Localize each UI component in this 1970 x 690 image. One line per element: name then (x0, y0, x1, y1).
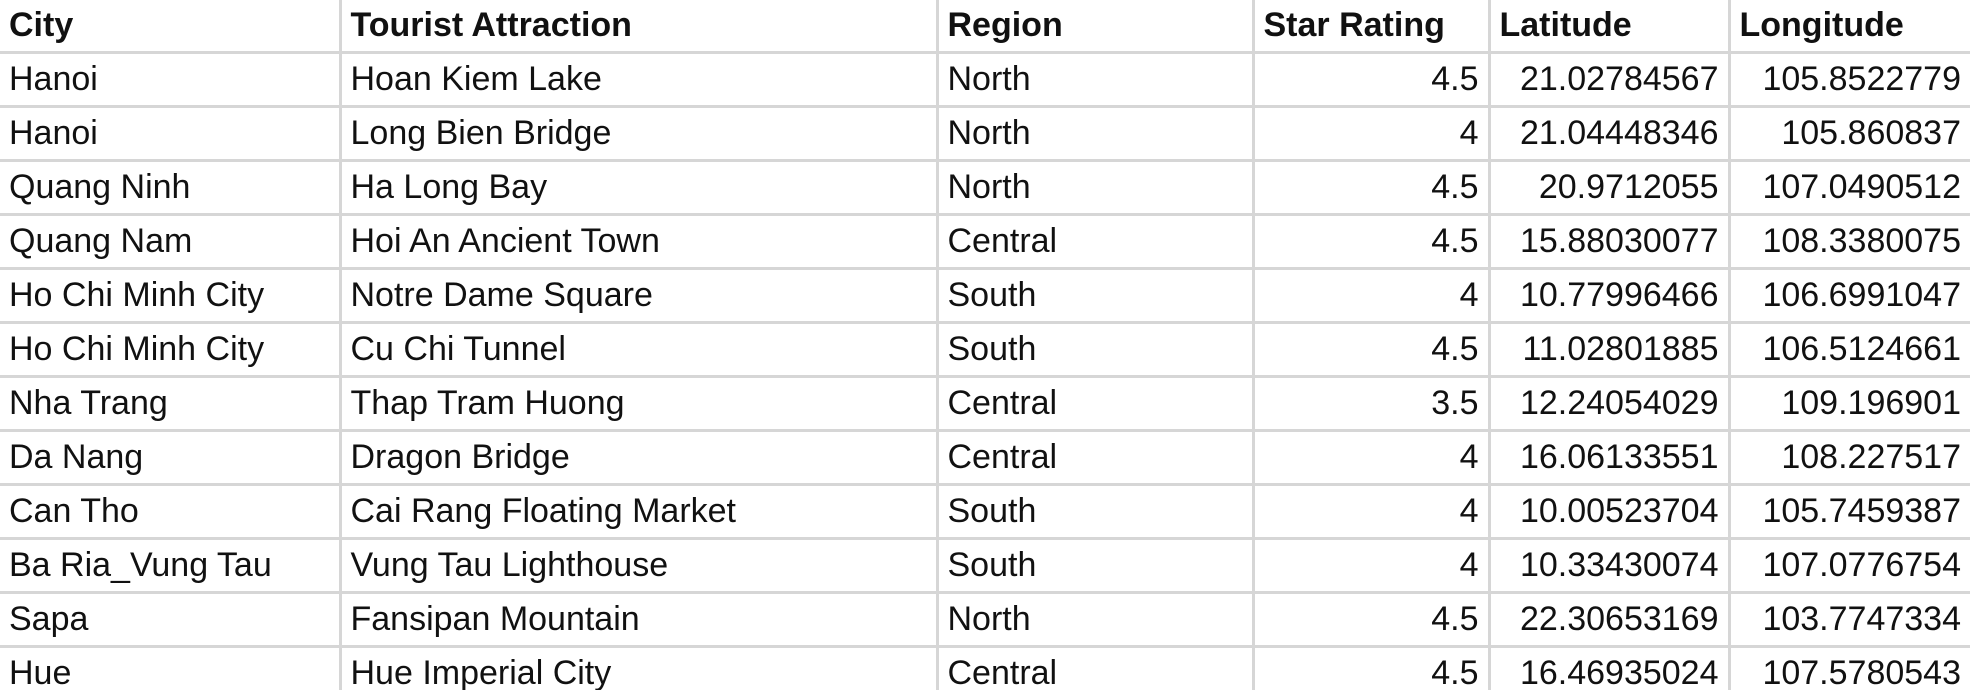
cell-region[interactable]: Central (937, 214, 1255, 270)
cell-tourist-attraction[interactable]: Thap Tram Huong (340, 376, 939, 432)
cell-tourist-attraction[interactable]: Dragon Bridge (340, 430, 939, 486)
cell-city[interactable]: Hanoi (0, 52, 342, 108)
table-row: Ba Ria_Vung Tau Vung Tau Lighthouse Sout… (0, 538, 1970, 594)
table-row: Nha Trang Thap Tram Huong Central 3.5 12… (0, 376, 1970, 432)
cell-tourist-attraction[interactable]: Ha Long Bay (340, 160, 939, 216)
header-cell-longitude[interactable]: Longitude (1729, 0, 1970, 54)
cell-region[interactable]: North (937, 160, 1255, 216)
header-cell-star-rating[interactable]: Star Rating (1253, 0, 1491, 54)
cell-latitude[interactable]: 16.06133551 (1489, 430, 1731, 486)
cell-longitude[interactable]: 107.5780543 (1729, 646, 1970, 690)
header-cell-city[interactable]: City (0, 0, 342, 54)
table-row: Quang Nam Hoi An Ancient Town Central 4.… (0, 214, 1970, 270)
cell-region[interactable]: South (937, 322, 1255, 378)
header-cell-latitude[interactable]: Latitude (1489, 0, 1731, 54)
cell-tourist-attraction[interactable]: Hoi An Ancient Town (340, 214, 939, 270)
cell-star-rating[interactable]: 4.5 (1253, 160, 1491, 216)
cell-longitude[interactable]: 108.227517 (1729, 430, 1970, 486)
cell-latitude[interactable]: 15.88030077 (1489, 214, 1731, 270)
cell-longitude[interactable]: 103.7747334 (1729, 592, 1970, 648)
cell-latitude[interactable]: 20.9712055 (1489, 160, 1731, 216)
cell-longitude[interactable]: 108.3380075 (1729, 214, 1970, 270)
cell-latitude[interactable]: 16.46935024 (1489, 646, 1731, 690)
table-row: Sapa Fansipan Mountain North 4.5 22.3065… (0, 592, 1970, 648)
table-row: Hanoi Hoan Kiem Lake North 4.5 21.027845… (0, 52, 1970, 108)
cell-city[interactable]: Quang Ninh (0, 160, 342, 216)
cell-star-rating[interactable]: 4.5 (1253, 592, 1491, 648)
cell-longitude[interactable]: 107.0490512 (1729, 160, 1970, 216)
cell-longitude[interactable]: 106.5124661 (1729, 322, 1970, 378)
header-cell-tourist-attraction[interactable]: Tourist Attraction (340, 0, 939, 54)
cell-longitude[interactable]: 107.0776754 (1729, 538, 1970, 594)
cell-region[interactable]: Central (937, 646, 1255, 690)
table-row: Hanoi Long Bien Bridge North 4 21.044483… (0, 106, 1970, 162)
cell-city[interactable]: Ho Chi Minh City (0, 322, 342, 378)
cell-tourist-attraction[interactable]: Hoan Kiem Lake (340, 52, 939, 108)
cell-tourist-attraction[interactable]: Notre Dame Square (340, 268, 939, 324)
table-row: Hue Hue Imperial City Central 4.5 16.469… (0, 646, 1970, 690)
cell-star-rating[interactable]: 4 (1253, 268, 1491, 324)
header-row: City Tourist Attraction Region Star Rati… (0, 0, 1970, 54)
cell-city[interactable]: Ba Ria_Vung Tau (0, 538, 342, 594)
cell-latitude[interactable]: 10.00523704 (1489, 484, 1731, 540)
cell-region[interactable]: North (937, 106, 1255, 162)
cell-city[interactable]: Sapa (0, 592, 342, 648)
cell-city[interactable]: Hanoi (0, 106, 342, 162)
cell-latitude[interactable]: 12.24054029 (1489, 376, 1731, 432)
cell-city[interactable]: Nha Trang (0, 376, 342, 432)
cell-tourist-attraction[interactable]: Cai Rang Floating Market (340, 484, 939, 540)
cell-tourist-attraction[interactable]: Vung Tau Lighthouse (340, 538, 939, 594)
cell-star-rating[interactable]: 4.5 (1253, 52, 1491, 108)
cell-region[interactable]: North (937, 52, 1255, 108)
cell-latitude[interactable]: 10.33430074 (1489, 538, 1731, 594)
cell-longitude[interactable]: 109.196901 (1729, 376, 1970, 432)
table-row: Can Tho Cai Rang Floating Market South 4… (0, 484, 1970, 540)
cell-city[interactable]: Can Tho (0, 484, 342, 540)
cell-city[interactable]: Da Nang (0, 430, 342, 486)
cell-city[interactable]: Hue (0, 646, 342, 690)
cell-star-rating[interactable]: 4.5 (1253, 214, 1491, 270)
table-row: Da Nang Dragon Bridge Central 4 16.06133… (0, 430, 1970, 486)
cell-longitude[interactable]: 106.6991047 (1729, 268, 1970, 324)
cell-tourist-attraction[interactable]: Hue Imperial City (340, 646, 939, 690)
cell-longitude[interactable]: 105.7459387 (1729, 484, 1970, 540)
table-row: Ho Chi Minh City Notre Dame Square South… (0, 268, 1970, 324)
header-cell-region[interactable]: Region (937, 0, 1255, 54)
cell-star-rating[interactable]: 4 (1253, 538, 1491, 594)
cell-latitude[interactable]: 10.77996466 (1489, 268, 1731, 324)
cell-region[interactable]: South (937, 484, 1255, 540)
cell-region[interactable]: Central (937, 430, 1255, 486)
cell-latitude[interactable]: 11.02801885 (1489, 322, 1731, 378)
cell-tourist-attraction[interactable]: Long Bien Bridge (340, 106, 939, 162)
cell-tourist-attraction[interactable]: Cu Chi Tunnel (340, 322, 939, 378)
cell-city[interactable]: Quang Nam (0, 214, 342, 270)
cell-star-rating[interactable]: 4 (1253, 106, 1491, 162)
cell-region[interactable]: Central (937, 376, 1255, 432)
cell-tourist-attraction[interactable]: Fansipan Mountain (340, 592, 939, 648)
cell-city[interactable]: Ho Chi Minh City (0, 268, 342, 324)
table-row: Quang Ninh Ha Long Bay North 4.5 20.9712… (0, 160, 1970, 216)
cell-star-rating[interactable]: 4.5 (1253, 322, 1491, 378)
cell-region[interactable]: South (937, 268, 1255, 324)
cell-star-rating[interactable]: 4 (1253, 430, 1491, 486)
cell-longitude[interactable]: 105.860837 (1729, 106, 1970, 162)
cell-region[interactable]: North (937, 592, 1255, 648)
cell-longitude[interactable]: 105.8522779 (1729, 52, 1970, 108)
table-row: Ho Chi Minh City Cu Chi Tunnel South 4.5… (0, 322, 1970, 378)
cell-star-rating[interactable]: 4 (1253, 484, 1491, 540)
cell-star-rating[interactable]: 3.5 (1253, 376, 1491, 432)
cell-region[interactable]: South (937, 538, 1255, 594)
cell-star-rating[interactable]: 4.5 (1253, 646, 1491, 690)
cell-latitude[interactable]: 21.02784567 (1489, 52, 1731, 108)
cell-latitude[interactable]: 22.30653169 (1489, 592, 1731, 648)
cell-latitude[interactable]: 21.04448346 (1489, 106, 1731, 162)
